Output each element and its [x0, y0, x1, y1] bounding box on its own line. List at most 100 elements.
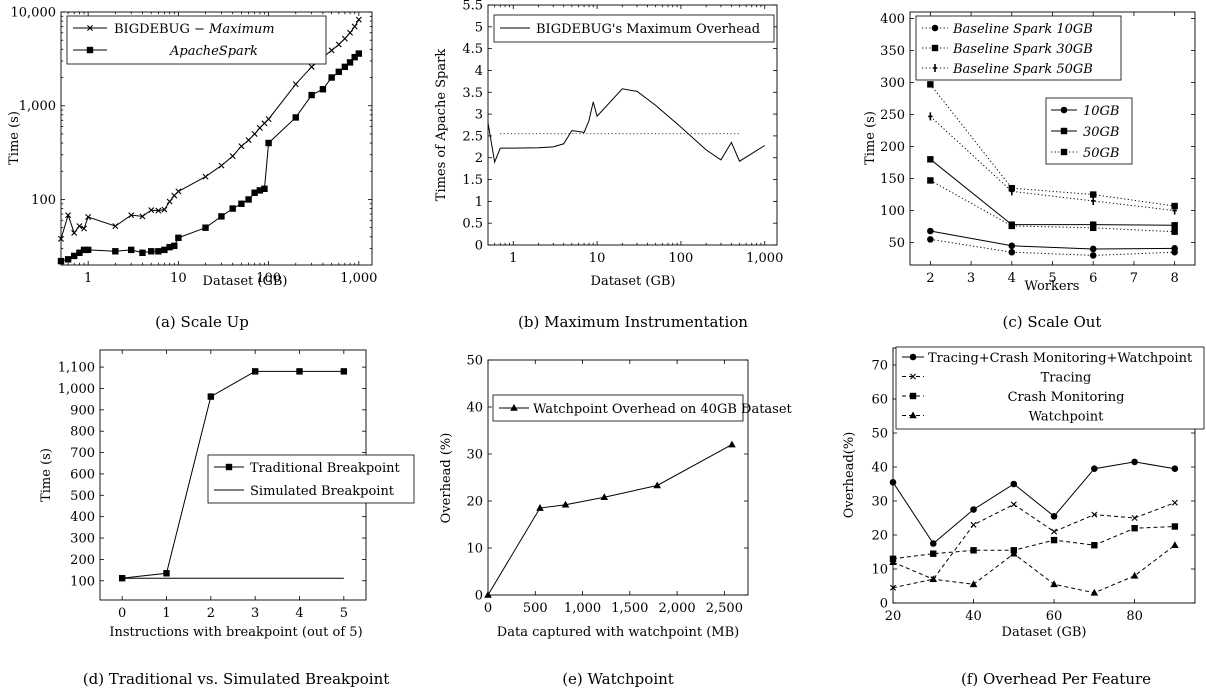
data-point: [81, 225, 88, 232]
data-point: [1130, 571, 1139, 579]
legend-label: 10GB: [1083, 104, 1119, 119]
x-tick-label: 2,000: [658, 601, 695, 616]
y-tick-label: 600: [70, 467, 95, 482]
panel-caption: (f) Overhead Per Feature: [961, 670, 1151, 688]
y-tick-label: 50: [466, 354, 483, 369]
data-point: [166, 243, 173, 251]
legend-marker: [910, 373, 916, 380]
legend: [915, 15, 1122, 81]
legend-marker: [1060, 148, 1068, 156]
data-point: [161, 246, 168, 254]
y-tick-label: 250: [880, 108, 905, 123]
series-line: [892, 526, 1175, 560]
series-line: [122, 370, 344, 579]
y-tick-label: 100: [70, 574, 95, 589]
y-tick-label: 700: [70, 446, 95, 461]
x-tick-label: 7: [1130, 271, 1138, 286]
panel-caption: (b) Maximum Instrumentation: [518, 313, 748, 331]
data-point: [171, 242, 178, 250]
legend-label: Watchpoint: [1029, 410, 1105, 425]
data-point: [930, 550, 937, 557]
data-point: [202, 224, 209, 231]
legend: [493, 14, 775, 43]
y-tick-label: 100: [31, 193, 56, 208]
series-line: [487, 444, 733, 596]
data-point: [1091, 465, 1098, 473]
series-line: [892, 544, 1176, 594]
legend-marker: [909, 411, 917, 419]
y-axis-label: Time (s): [863, 111, 878, 165]
y-tick-label: 1,100: [58, 361, 95, 376]
data-point: [351, 23, 358, 30]
data-point: [1171, 202, 1178, 210]
data-point: [80, 246, 88, 254]
legend-marker: [225, 463, 233, 471]
x-tick-label: 1: [509, 251, 517, 266]
y-tick-label: 400: [70, 510, 95, 525]
data-point: [265, 116, 272, 123]
x-tick-label: 3: [967, 271, 975, 286]
data-point: [970, 547, 977, 554]
chart-panel-e: 0 500 1,000 1,500 2,000 2,500 0 10 20 30 40 50 Data …: [439, 354, 793, 689]
data-point: [927, 156, 934, 163]
series-line: [892, 461, 1175, 545]
x-tick-label: 10: [170, 271, 187, 286]
legend-label-part: ApacheSpark: [169, 44, 258, 59]
data-point: [970, 506, 977, 513]
data-point: [1050, 513, 1058, 520]
y-tick-label: 4: [475, 64, 483, 79]
data-point: [335, 68, 343, 76]
data-point: [1131, 458, 1138, 466]
data-point: [308, 63, 315, 70]
series-line: [930, 238, 1175, 256]
panel-caption: (d) Traditional vs. Simulated Breakpoint: [83, 670, 390, 688]
data-point: [1091, 196, 1096, 205]
data-point: [1050, 580, 1058, 588]
x-tick-label: 1,000: [746, 251, 783, 266]
legend-label: 30GB: [1083, 125, 1119, 140]
y-tick-label: 300: [880, 76, 905, 91]
y-tick-label: 40: [466, 401, 483, 416]
series-line: [930, 180, 1175, 233]
x-tick-label: 10: [589, 251, 606, 266]
data-point: [328, 47, 335, 54]
data-point: [65, 212, 72, 219]
data-point: [970, 521, 977, 528]
y-tick-label: 200: [70, 553, 95, 568]
data-point: [1131, 525, 1138, 532]
data-point: [1131, 515, 1138, 521]
data-point: [245, 196, 252, 203]
data-point: [112, 248, 119, 255]
legend-marker: [909, 353, 917, 361]
y-axis-label: Overhead(%): [842, 432, 857, 519]
y-tick-label: 1: [475, 195, 483, 210]
x-tick-label: 1,500: [611, 601, 648, 616]
y-tick-label: 40: [871, 461, 888, 476]
y-tick-label: 2: [475, 151, 483, 166]
x-tick-label: 1: [84, 271, 92, 286]
chart-panel-a: 1 10 100 1,000 100 1,000 10,000 Dataset (GB) Tim…: [7, 6, 377, 332]
data-point: [238, 143, 245, 150]
data-point: [1090, 224, 1097, 232]
y-tick-label: 100: [880, 204, 905, 219]
legend-label-part: BIGDEBUG −: [114, 22, 209, 37]
data-point: [265, 139, 272, 147]
data-point: [166, 198, 173, 205]
data-point: [653, 481, 662, 489]
legend-label: Simulated Breakpoint: [250, 484, 395, 499]
legend-marker: [87, 25, 93, 31]
y-tick-label: 0: [475, 239, 483, 254]
data-point: [175, 188, 182, 195]
data-point: [1171, 499, 1178, 506]
legend-marker: [932, 64, 938, 72]
y-tick-label: 10: [871, 563, 888, 578]
data-point: [76, 249, 83, 256]
data-point: [355, 50, 363, 57]
data-point: [346, 59, 354, 66]
x-axis-label: Dataset (GB): [1002, 625, 1087, 640]
data-point: [927, 81, 934, 88]
data-point: [161, 206, 168, 213]
x-tick-label: 6: [1089, 271, 1097, 286]
legend-marker: [931, 44, 939, 52]
data-point: [1091, 542, 1098, 549]
